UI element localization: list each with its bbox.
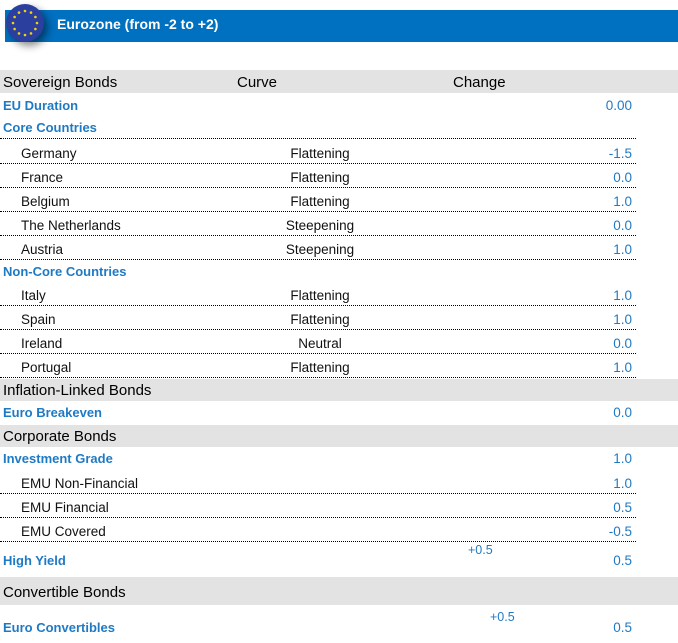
category-label: Investment Grade (3, 451, 113, 466)
curve-value: Flattening (290, 288, 350, 303)
value: 0.0 (613, 218, 632, 233)
noncore-countries-row: Non-Core Countries (0, 264, 678, 286)
table-row: Austria Steepening 1.0 (0, 242, 678, 264)
header-curve: Curve (237, 74, 278, 91)
item-name: Italy (21, 288, 46, 303)
item-name: Ireland (21, 336, 63, 351)
investment-grade-row: Investment Grade 1.0 (0, 451, 678, 473)
value: 1.0 (613, 476, 632, 491)
item-name: The Netherlands (21, 218, 121, 233)
table-row: Portugal Flattening 1.0 (0, 360, 678, 382)
section-corporate: Corporate Bonds (0, 425, 678, 447)
value: -1.5 (608, 146, 632, 161)
divider (0, 353, 636, 354)
euro-convertibles-row: +0.5 Euro Convertibles 0.5 (0, 610, 678, 638)
table-row: France Flattening 0.0 (0, 170, 678, 192)
category-label: Non-Core Countries (3, 264, 127, 279)
value: 0.0 (613, 405, 632, 420)
value: 1.0 (613, 360, 632, 375)
value: 0.0 (613, 336, 632, 351)
curve-value: Steepening (285, 242, 355, 257)
table-row: Spain Flattening 1.0 (0, 312, 678, 334)
divider (0, 259, 636, 260)
table-row: EMU Covered -0.5 (0, 524, 678, 546)
table-row: Italy Flattening 1.0 (0, 288, 678, 310)
value: 0.5 (613, 620, 632, 635)
divider (0, 163, 636, 164)
curve-value: Flattening (290, 170, 350, 185)
divider (0, 138, 636, 139)
value: 0.0 (613, 170, 632, 185)
item-name: Portugal (21, 360, 72, 375)
change-value: +0.5 (468, 543, 493, 557)
value: 1.0 (613, 242, 632, 257)
item-name: EMU Covered (21, 524, 106, 539)
value: 1.0 (613, 312, 632, 327)
value: -0.5 (608, 524, 632, 539)
eu-flag-icon (6, 4, 44, 42)
value: 1.0 (613, 288, 632, 303)
value: 0.00 (605, 98, 632, 113)
curve-value: Flattening (290, 312, 350, 327)
section-label: Corporate Bonds (3, 428, 117, 445)
value: 0.5 (613, 553, 632, 568)
value: 1.0 (613, 194, 632, 209)
header-change: Change (453, 74, 506, 91)
eu-duration-row: EU Duration 0.00 (0, 98, 678, 120)
item-name: Germany (21, 146, 77, 161)
divider (0, 187, 636, 188)
curve-value: Flattening (290, 360, 350, 375)
table-row: The Netherlands Steepening 0.0 (0, 218, 678, 240)
item-name: Austria (21, 242, 64, 257)
divider (0, 377, 636, 378)
section-inflation: Inflation-Linked Bonds (0, 379, 678, 401)
section-label: Convertible Bonds (3, 584, 126, 601)
divider (0, 235, 636, 236)
category-label: Euro Breakeven (3, 405, 102, 420)
curve-value: Neutral (298, 336, 342, 351)
category-label: High Yield (3, 553, 66, 568)
section-convertible: Convertible Bonds (0, 577, 678, 605)
item-name: Belgium (21, 194, 70, 209)
table-row: EMU Financial 0.5 (0, 500, 678, 522)
table-row: EMU Non-Financial 1.0 (0, 476, 678, 498)
item-name: Spain (21, 312, 56, 327)
section-label: Inflation-Linked Bonds (3, 382, 152, 399)
core-countries-row: Core Countries (0, 120, 678, 142)
divider (0, 493, 636, 494)
title-banner: Eurozone (from -2 to +2) (5, 10, 678, 42)
curve-value: Steepening (285, 218, 355, 233)
item-name: France (21, 170, 64, 185)
column-header: Sovereign Bonds Curve Change (0, 70, 678, 93)
table-row: Germany Flattening -1.5 (0, 146, 678, 168)
divider (0, 329, 636, 330)
divider (0, 305, 636, 306)
table-row: Belgium Flattening 1.0 (0, 194, 678, 216)
euro-breakeven-row: Euro Breakeven 0.0 (0, 405, 678, 427)
divider (0, 211, 636, 212)
change-value: +0.5 (490, 610, 515, 624)
header-sovereign-bonds: Sovereign Bonds (3, 74, 118, 91)
item-name: EMU Non-Financial (21, 476, 139, 491)
category-label: EU Duration (3, 98, 79, 113)
divider (0, 541, 636, 542)
table-row: Ireland Neutral 0.0 (0, 336, 678, 358)
category-label: Euro Convertibles (3, 620, 115, 635)
value: 1.0 (613, 451, 632, 466)
curve-value: Flattening (290, 194, 350, 209)
item-name: EMU Financial (21, 500, 109, 515)
high-yield-row: +0.5 High Yield 0.5 (0, 543, 678, 571)
page-title: Eurozone (from -2 to +2) (57, 16, 219, 32)
curve-value: Flattening (290, 146, 350, 161)
divider (0, 517, 636, 518)
category-label: Core Countries (3, 120, 97, 135)
value: 0.5 (613, 500, 632, 515)
